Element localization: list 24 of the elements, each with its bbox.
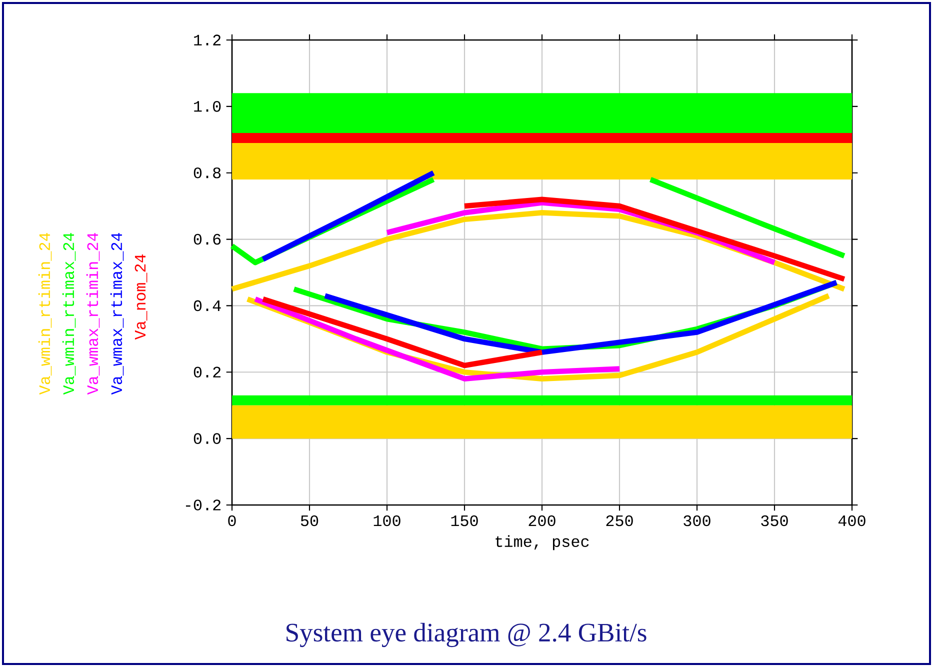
text: Va_wmax_rtimin_24 [86, 232, 100, 395]
text: System eye diagram @ 2.4 GBit/s [286, 622, 646, 648]
x-tick-label: 350 [761, 515, 788, 526]
x-tick-label: 100 [374, 515, 400, 526]
y-tick-label: 0.6 [194, 234, 221, 245]
y-tick-label: 0.4 [194, 300, 221, 312]
y-tick-label: 0.0 [194, 433, 221, 444]
x-tick-label: 250 [606, 515, 633, 526]
text: Va_wmin_rtimax_24 [62, 232, 76, 395]
text: Va_nom_24 [134, 254, 148, 340]
y-tick-label: 1.2 [194, 34, 221, 46]
y-tick-label: -0.2 [186, 500, 221, 510]
text: Va_wmin_rtimin_24 [38, 232, 52, 395]
y-tick-label: 1.0 [194, 101, 221, 112]
x-tick-label: 300 [684, 515, 710, 526]
x-tick-label: 50 [300, 515, 318, 526]
x-tick-label: 150 [451, 515, 478, 526]
x-tick-label: 200 [528, 515, 556, 526]
x-axis-title: time, psec [496, 535, 589, 550]
x-tick-label: 400 [838, 515, 866, 526]
x-tick-label: 0 [228, 515, 236, 526]
text: Va_wmax_rtimax_24 [110, 232, 124, 395]
y-tick-label: 0.2 [194, 366, 221, 378]
y-tick-label: 0.8 [194, 167, 221, 178]
